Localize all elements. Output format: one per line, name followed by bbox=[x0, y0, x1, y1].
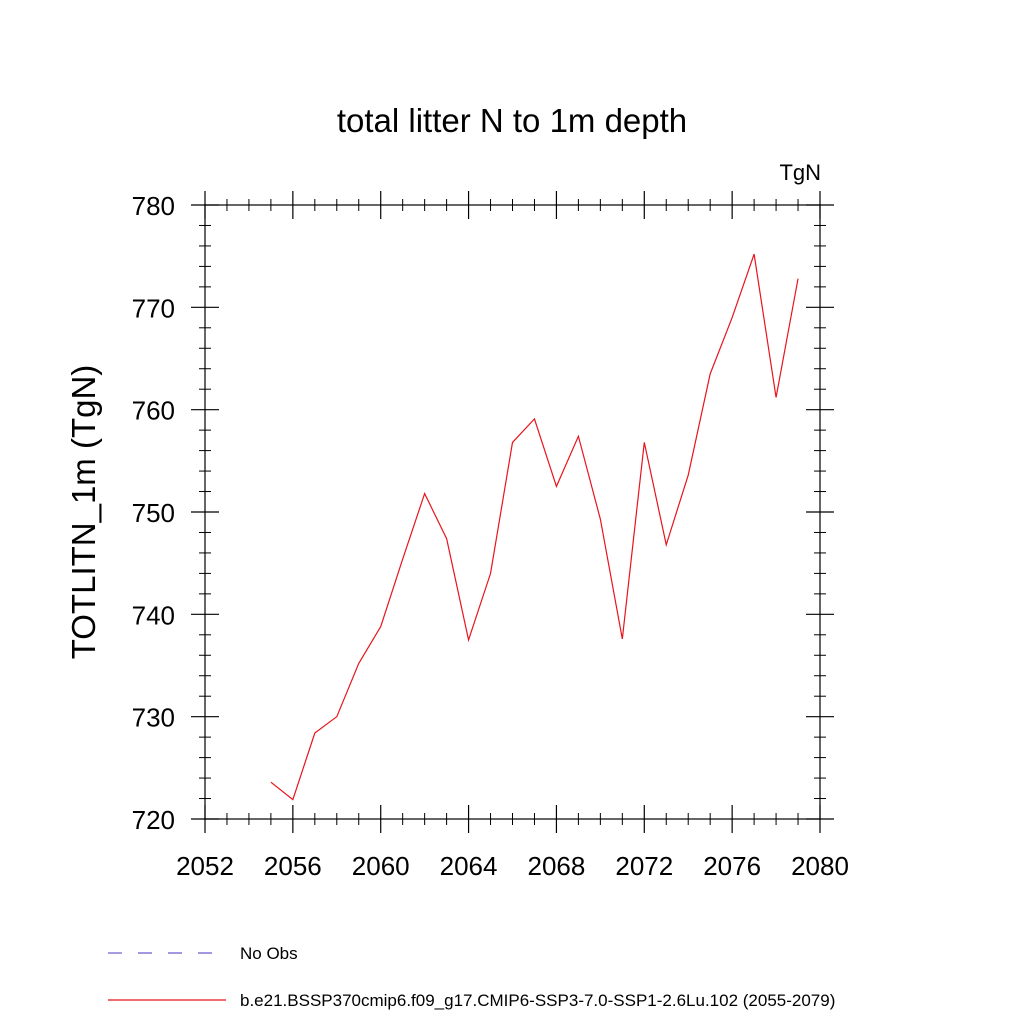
y-tick-label: 770 bbox=[132, 293, 175, 323]
x-tick-label: 2056 bbox=[264, 851, 322, 881]
legend-label-model-run: b.e21.BSSP370cmip6.f09_g17.CMIP6-SSP3-7.… bbox=[240, 991, 835, 1010]
x-tick-label: 2068 bbox=[528, 851, 586, 881]
series-line-0 bbox=[270, 253, 799, 801]
x-tick-label: 2064 bbox=[440, 851, 498, 881]
axis-ticks bbox=[191, 191, 834, 833]
y-tick-label: 730 bbox=[132, 703, 175, 733]
legend-label-no-obs: No Obs bbox=[240, 944, 298, 963]
x-tick-label: 2076 bbox=[703, 851, 761, 881]
y-tick-label: 720 bbox=[132, 805, 175, 835]
y-tick-label: 760 bbox=[132, 396, 175, 426]
series-layer bbox=[270, 253, 799, 801]
y-tick-label: 740 bbox=[132, 600, 175, 630]
x-tick-label: 2060 bbox=[352, 851, 410, 881]
units-label: TgN bbox=[779, 160, 821, 185]
plot-frame bbox=[204, 204, 821, 820]
legend: No Obs b.e21.BSSP370cmip6.f09_g17.CMIP6-… bbox=[108, 944, 835, 1010]
y-tick-label: 750 bbox=[132, 498, 175, 528]
axis-tick-labels: 2052 2056 2060 2064 2068 2072 2076 2080 720 730 74… bbox=[132, 191, 849, 881]
x-tick-label: 2080 bbox=[791, 851, 849, 881]
y-tick-label: 780 bbox=[132, 191, 175, 221]
x-tick-label: 2072 bbox=[615, 851, 673, 881]
chart-title: total litter N to 1m depth bbox=[337, 102, 687, 139]
x-tick-label: 2052 bbox=[176, 851, 234, 881]
y-axis-label: TOTLITN_1m (TgN) bbox=[65, 365, 102, 660]
